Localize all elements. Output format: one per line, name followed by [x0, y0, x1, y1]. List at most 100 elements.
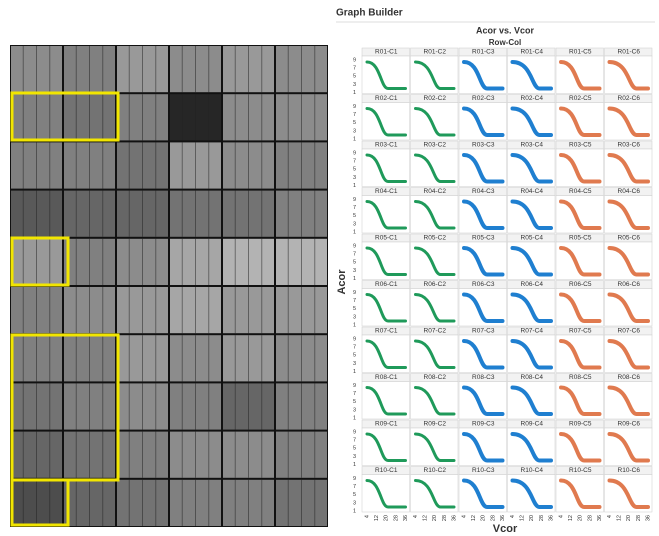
panel-label: R05-C1: [375, 235, 398, 242]
y-tick-label: 9: [353, 197, 356, 203]
y-tick-label: 5: [353, 353, 356, 359]
panel-label: R03-C5: [569, 142, 592, 149]
x-tick-label: 4: [413, 515, 419, 518]
graph-title: Acor vs. Vcor: [476, 25, 535, 35]
panel-label: R01-C4: [521, 49, 544, 56]
x-axis-label: Vcor: [493, 523, 518, 535]
x-tick-label: 12: [374, 515, 380, 521]
y-tick-label: 5: [353, 74, 356, 80]
panel-label: R08-C1: [375, 374, 398, 381]
panel-label: R06-C5: [569, 281, 592, 288]
panel-label: R01-C6: [618, 49, 641, 56]
y-tick-label: 5: [353, 306, 356, 312]
y-tick-label: 5: [353, 446, 356, 452]
panel-label: R01-C1: [375, 49, 398, 56]
y-tick-label: 9: [353, 243, 356, 249]
x-tick-label: 28: [636, 515, 642, 521]
panel-label: R08-C3: [472, 374, 495, 381]
x-tick-label: 36: [645, 515, 651, 521]
y-tick-label: 5: [353, 492, 356, 498]
y-tick-label: 9: [353, 290, 356, 296]
panel-label: R06-C4: [521, 281, 544, 288]
panel-label: R03-C4: [521, 142, 544, 149]
y-tick-label: 7: [353, 438, 356, 444]
y-tick-label: 7: [353, 345, 356, 351]
panel-label: R07-C3: [472, 328, 495, 335]
panel-label: R06-C1: [375, 281, 398, 288]
x-tick-label: 4: [510, 515, 516, 518]
panel-label: R09-C3: [472, 421, 495, 428]
panel-label: R09-C1: [375, 421, 398, 428]
panel-label: R02-C6: [618, 95, 641, 102]
panel-label: R06-C2: [424, 281, 447, 288]
y-tick-label: 9: [353, 336, 356, 342]
panel-label: R08-C5: [569, 374, 592, 381]
panel-label: R10-C3: [472, 467, 495, 474]
panel-label: R02-C4: [521, 95, 544, 102]
panel-label: R05-C4: [521, 235, 544, 242]
x-tick-label: 28: [490, 515, 496, 521]
x-tick-label: 20: [432, 515, 438, 521]
panel-label: R01-C3: [472, 49, 495, 56]
y-tick-label: 1: [353, 229, 356, 235]
panel-label: R07-C6: [618, 328, 641, 335]
panel-label: R10-C4: [521, 467, 544, 474]
y-tick-label: 5: [353, 120, 356, 126]
y-tick-label: 1: [353, 462, 356, 468]
y-tick-label: 9: [353, 429, 356, 435]
y-tick-label: 5: [353, 167, 356, 173]
x-tick-label: 12: [520, 515, 526, 521]
panel-label: R03-C1: [375, 142, 398, 149]
panel-label: R04-C6: [618, 188, 641, 195]
panel-label: R02-C3: [472, 95, 495, 102]
panel-label: R05-C2: [424, 235, 447, 242]
x-tick-label: 12: [423, 515, 429, 521]
panel-label: R10-C6: [618, 467, 641, 474]
y-tick-label: 1: [353, 322, 356, 328]
y-tick-label: 9: [353, 57, 356, 63]
panel-label: R04-C2: [424, 188, 447, 195]
y-tick-label: 1: [353, 415, 356, 421]
group-label: Row-Col: [489, 38, 521, 47]
el-image: [10, 45, 328, 527]
panel-label: R01-C5: [569, 49, 592, 56]
x-tick-label: 4: [558, 515, 564, 518]
x-tick-label: 36: [403, 515, 409, 521]
y-tick-label: 3: [353, 268, 356, 274]
panel-label: R04-C5: [569, 188, 592, 195]
panel-label: R03-C6: [618, 142, 641, 149]
y-tick-label: 9: [353, 150, 356, 156]
x-tick-label: 28: [442, 515, 448, 521]
y-tick-label: 9: [353, 104, 356, 110]
panel-label: R08-C6: [618, 374, 641, 381]
y-tick-label: 7: [353, 159, 356, 165]
panel-label: R05-C6: [618, 235, 641, 242]
y-tick-label: 1: [353, 136, 356, 142]
y-tick-label: 5: [353, 213, 356, 219]
y-tick-label: 3: [353, 175, 356, 181]
y-tick-label: 9: [353, 476, 356, 482]
x-tick-label: 36: [597, 515, 603, 521]
x-tick-label: 28: [539, 515, 545, 521]
x-tick-label: 36: [451, 515, 457, 521]
y-tick-label: 7: [353, 112, 356, 118]
panel-label: R08-C4: [521, 374, 544, 381]
x-tick-label: 12: [617, 515, 623, 521]
x-tick-label: 20: [578, 515, 584, 521]
x-tick-label: 28: [587, 515, 593, 521]
x-tick-label: 12: [568, 515, 574, 521]
panel-label: R07-C2: [424, 328, 447, 335]
panel-label: R03-C3: [472, 142, 495, 149]
panel-label: R04-C3: [472, 188, 495, 195]
panel-label: R03-C2: [424, 142, 447, 149]
y-tick-label: 9: [353, 383, 356, 389]
y-tick-label: 3: [353, 500, 356, 506]
y-tick-label: 5: [353, 399, 356, 405]
y-tick-label: 3: [353, 454, 356, 460]
y-tick-label: 1: [353, 90, 356, 96]
y-tick-label: 3: [353, 82, 356, 88]
y-tick-label: 7: [353, 298, 356, 304]
panel-label: R07-C5: [569, 328, 592, 335]
panel-label: R08-C2: [424, 374, 447, 381]
y-tick-label: 7: [353, 205, 356, 211]
